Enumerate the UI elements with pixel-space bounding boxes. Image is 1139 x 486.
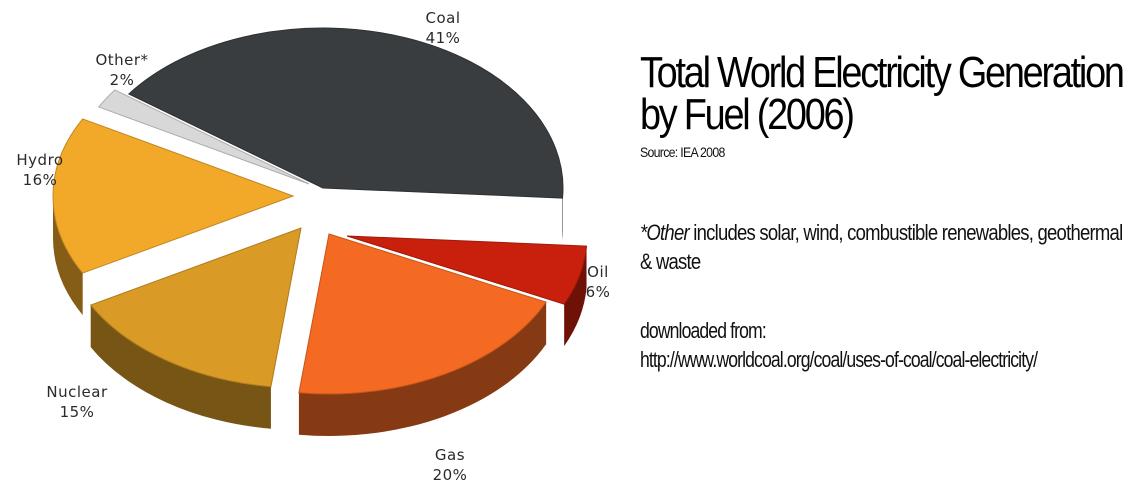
label-hydro-name: Hydro: [16, 151, 64, 169]
slice-side-hydro: [53, 196, 83, 316]
label-other-value: 2%: [109, 71, 135, 89]
chart-title-line2: by Fuel (2006): [640, 90, 855, 139]
label-other-name: Other*: [95, 51, 149, 69]
label-other: Other* 2%: [82, 50, 162, 90]
pie-chart: Coal 41% Other* 2% Hydro 16% Oil 6% Nucl…: [0, 8, 618, 485]
other-footnote: *Other includes solar, wind, combustible…: [640, 218, 1136, 276]
download-source: downloaded from: http://www.worldcoal.or…: [640, 316, 1120, 374]
other-footnote-emph: *Other: [640, 220, 690, 245]
label-oil-name: Oil: [587, 263, 609, 281]
slice-nuclear: [89, 227, 302, 388]
slice-hydro: [52, 118, 295, 274]
pie-chart-svg: [52, 27, 588, 436]
label-nuclear: Nuclear 15%: [32, 382, 122, 422]
download-url: http://www.worldcoal.org/coal/uses-of-co…: [640, 347, 1038, 372]
label-oil: Oil 6%: [578, 262, 618, 302]
label-gas-value: 20%: [432, 466, 468, 484]
slice-gas: [298, 233, 547, 395]
slice-side-gas: [298, 302, 547, 436]
label-oil-value: 6%: [585, 283, 611, 301]
label-coal: Coal 41%: [408, 8, 478, 48]
label-coal-name: Coal: [425, 9, 461, 27]
label-coal-value: 41%: [425, 29, 461, 47]
download-label: downloaded from:: [640, 318, 767, 343]
slice-coal: [127, 27, 564, 199]
slice-oil: [346, 235, 588, 305]
label-nuclear-name: Nuclear: [46, 383, 108, 401]
text-panel: Total World Electricity Generation by Fu…: [640, 51, 1136, 374]
other-footnote-text: includes solar, wind, combustible renewa…: [640, 220, 1123, 274]
slice-side-oil: [564, 246, 587, 347]
chart-title: Total World Electricity Generation by Fu…: [640, 48, 1139, 139]
label-gas: Gas 20%: [420, 445, 480, 485]
chart-source: Source: IEA 2008: [640, 144, 725, 160]
label-hydro-value: 16%: [22, 171, 58, 189]
slice-other: [97, 89, 310, 185]
label-nuclear-value: 15%: [59, 403, 95, 421]
chart-title-line1: Total World Electricity Generation: [640, 48, 1125, 97]
label-gas-name: Gas: [434, 446, 466, 464]
label-hydro: Hydro 16%: [0, 150, 80, 190]
